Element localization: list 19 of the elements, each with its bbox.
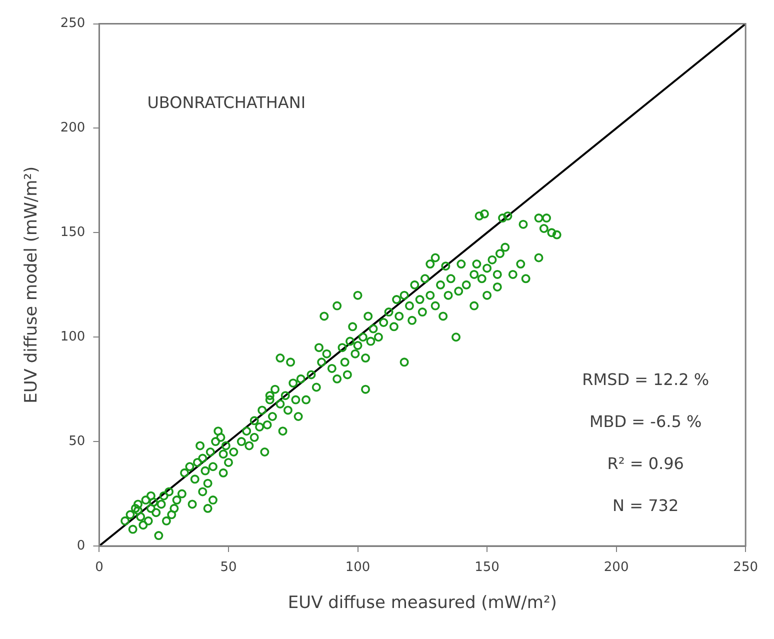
annotation: R² = 0.96 [607,454,684,474]
x-tick-label: 200 [604,560,629,576]
y-tick-label: 0 [76,538,86,554]
y-tick-label: 50 [68,434,86,449]
x-tick-label: 0 [95,560,104,576]
y-tick-label: 150 [60,225,86,240]
annotation: N = 732 [612,496,679,516]
y-tick-label: 100 [60,329,86,344]
x-tick-label: 150 [474,560,500,576]
x-tick-label: 50 [220,560,237,576]
annotation: RMSD = 12.2 % [582,370,710,390]
annotation: UBONRATCHATHANI [147,92,306,112]
y-axis-title: EUV diffuse model (mW/m²) [22,166,42,404]
x-axis-title: EUV diffuse measured (mW/m²) [288,593,557,614]
y-tick-label: 250 [60,16,86,32]
x-tick-label: 100 [345,560,370,576]
x-tick-label: 250 [733,560,758,576]
annotation: MBD = -6.5 % [590,412,702,432]
y-tick-label: 200 [60,120,86,136]
